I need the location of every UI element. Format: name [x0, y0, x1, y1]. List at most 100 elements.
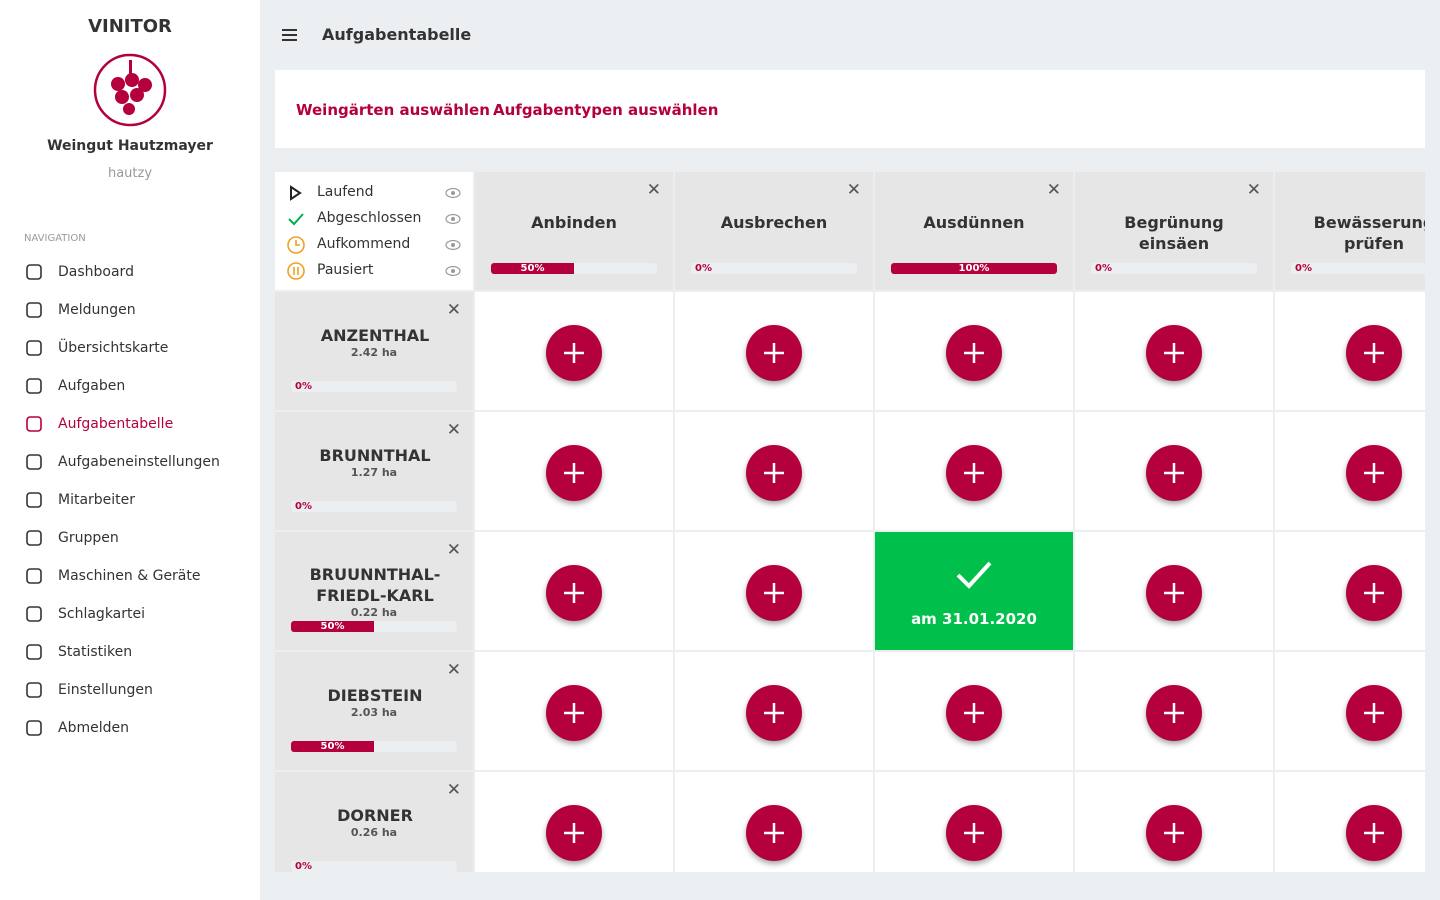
close-button[interactable]: ✕ — [1246, 180, 1261, 200]
add-button[interactable] — [946, 805, 1002, 861]
nav-icon — [26, 568, 42, 584]
task-cell[interactable] — [1075, 652, 1273, 770]
eye-icon[interactable] — [445, 187, 461, 199]
task-cell[interactable] — [875, 772, 1073, 872]
add-button[interactable] — [1146, 325, 1202, 381]
legend-label: Laufend — [317, 184, 374, 200]
close-button[interactable]: ✕ — [446, 780, 461, 800]
task-cell[interactable] — [875, 652, 1073, 770]
add-button[interactable] — [1146, 565, 1202, 621]
plus-icon — [764, 823, 784, 843]
task-cell[interactable] — [1275, 532, 1425, 650]
nav-item[interactable]: Aufgabeneinstellungen — [24, 447, 220, 477]
task-cell[interactable] — [1275, 412, 1425, 530]
progress-label: 0% — [295, 381, 312, 392]
task-cell[interactable] — [475, 652, 673, 770]
nav-icon — [26, 264, 42, 280]
add-button[interactable] — [546, 565, 602, 621]
add-button[interactable] — [946, 445, 1002, 501]
add-button[interactable] — [1346, 325, 1402, 381]
vineyard-name: ANZENTHAL — [320, 326, 430, 345]
nav-item[interactable]: Mitarbeiter — [24, 485, 135, 515]
eye-icon[interactable] — [445, 239, 461, 251]
nav-item[interactable]: Statistiken — [24, 637, 132, 667]
add-button[interactable] — [1346, 565, 1402, 621]
progress-label: 50% — [320, 741, 345, 752]
eye-icon[interactable] — [445, 265, 461, 277]
task-cell[interactable] — [675, 292, 873, 410]
task-cell[interactable] — [1075, 292, 1273, 410]
nav-item[interactable]: Übersichtskarte — [24, 333, 168, 363]
task-cell[interactable] — [475, 532, 673, 650]
add-button[interactable] — [1346, 685, 1402, 741]
close-button[interactable]: ✕ — [446, 660, 461, 680]
add-button[interactable] — [946, 685, 1002, 741]
plus-icon — [1364, 463, 1384, 483]
nav-item[interactable]: Aufgabentabelle — [24, 409, 173, 439]
close-button[interactable]: ✕ — [446, 300, 461, 320]
add-button[interactable] — [746, 685, 802, 741]
progress-fill — [291, 621, 374, 632]
nav-icon — [26, 492, 42, 508]
task-cell[interactable] — [1075, 532, 1273, 650]
add-button[interactable] — [546, 805, 602, 861]
plus-icon — [1164, 343, 1184, 363]
add-button[interactable] — [746, 445, 802, 501]
plus-icon — [1364, 583, 1384, 603]
task-cell[interactable] — [1275, 292, 1425, 410]
task-cell[interactable] — [475, 772, 673, 872]
filter-link[interactable]: Aufgabentypen auswählen — [493, 101, 719, 119]
task-cell[interactable] — [675, 772, 873, 872]
add-button[interactable] — [1146, 685, 1202, 741]
close-button[interactable]: ✕ — [446, 540, 461, 560]
plus-icon — [564, 463, 584, 483]
nav-label: Meldungen — [58, 302, 136, 318]
add-button[interactable] — [946, 325, 1002, 381]
nav-item[interactable]: Meldungen — [24, 295, 136, 325]
task-cell[interactable] — [875, 412, 1073, 530]
add-button[interactable] — [1346, 445, 1402, 501]
task-cell[interactable] — [1275, 772, 1425, 872]
add-button[interactable] — [546, 445, 602, 501]
add-button[interactable] — [746, 805, 802, 861]
task-cell[interactable] — [675, 652, 873, 770]
task-cell[interactable] — [1075, 412, 1273, 530]
add-button[interactable] — [746, 565, 802, 621]
close-button[interactable]: ✕ — [646, 180, 661, 200]
progress-bar: 0% — [1091, 263, 1257, 274]
close-button[interactable]: ✕ — [1046, 180, 1061, 200]
nav-item[interactable]: Dashboard — [24, 257, 134, 287]
task-cell[interactable] — [1275, 652, 1425, 770]
plus-icon — [964, 463, 984, 483]
add-button[interactable] — [1146, 805, 1202, 861]
task-cell[interactable] — [475, 412, 673, 530]
add-button[interactable] — [546, 325, 602, 381]
add-button[interactable] — [546, 685, 602, 741]
progress-label: 0% — [695, 263, 712, 274]
nav-item[interactable]: Aufgaben — [24, 371, 125, 401]
nav-item[interactable]: Maschinen & Geräte — [24, 561, 201, 591]
eye-icon[interactable] — [445, 213, 461, 225]
nav-item[interactable]: Schlagkartei — [24, 599, 145, 629]
nav-item[interactable]: Abmelden — [24, 713, 129, 743]
company: Weingut Hautzmayer — [47, 138, 213, 154]
close-button[interactable]: ✕ — [446, 420, 461, 440]
close-button[interactable]: ✕ — [846, 180, 861, 200]
nav-label: Dashboard — [58, 264, 134, 280]
plus-icon — [1164, 703, 1184, 723]
task-name: Ausdünnen — [923, 213, 1025, 232]
progress-bar: 50% — [491, 263, 657, 274]
nav-item[interactable]: Einstellungen — [24, 675, 153, 705]
task-cell[interactable] — [1075, 772, 1273, 872]
task-cell[interactable] — [675, 532, 873, 650]
add-button[interactable] — [746, 325, 802, 381]
done-cell[interactable]: am 31.01.2020 — [875, 532, 1073, 650]
filter-link[interactable]: Weingärten auswählen — [296, 101, 490, 119]
task-cell[interactable] — [475, 292, 673, 410]
menu-icon[interactable] — [282, 28, 298, 42]
task-cell[interactable] — [675, 412, 873, 530]
add-button[interactable] — [1146, 445, 1202, 501]
nav-item[interactable]: Gruppen — [24, 523, 119, 553]
task-cell[interactable] — [875, 292, 1073, 410]
add-button[interactable] — [1346, 805, 1402, 861]
